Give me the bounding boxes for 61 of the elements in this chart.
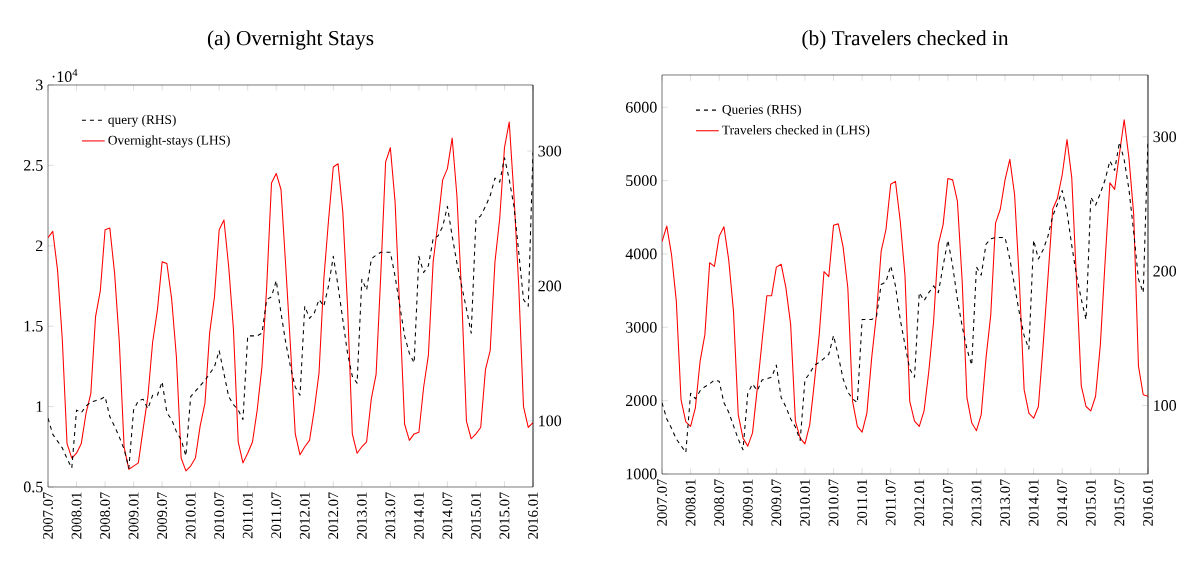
- x-tick-label: 2016.01: [1143, 479, 1153, 526]
- x-tick-label: 2014.07: [442, 492, 453, 539]
- x-tick-label: 2015.01: [470, 492, 481, 539]
- x-tick-label: 2011.07: [271, 492, 282, 539]
- legend-label: query (RHS): [108, 114, 176, 127]
- y-tick-label: 2: [36, 240, 43, 252]
- y2-tick-label: 200: [538, 280, 562, 292]
- x-tick-label: 2008.01: [71, 492, 82, 539]
- x-tick-label: 2013.07: [1000, 479, 1011, 526]
- y2-tick-label: 200: [1153, 265, 1177, 277]
- x-tick-label: 2009.01: [128, 492, 139, 539]
- x-tick-label: 2011.07: [885, 479, 896, 526]
- x-tick-label: 2007.07: [657, 479, 667, 526]
- text: ·10$^{4}$: [52, 69, 78, 83]
- x-tick-label: 2011.01: [242, 492, 253, 539]
- chart-title: (a) Overnight Stays: [207, 30, 374, 50]
- x-tick-label: 2015.07: [1114, 479, 1125, 526]
- x-tick-label: 2007.07: [43, 492, 53, 539]
- x-tick-label: 2014.07: [1057, 479, 1068, 526]
- x-tick-label: 2014.01: [413, 492, 424, 539]
- y-tick-label: 1: [36, 401, 43, 412]
- x-tick-label: 2010.07: [828, 479, 839, 526]
- x-tick-label: 2012.01: [299, 492, 310, 539]
- x-tick-label: 2009.07: [157, 492, 168, 539]
- x-tick-label: 2015.07: [499, 492, 510, 539]
- x-tick-label: 2012.07: [942, 479, 953, 526]
- x-tick-label: 2010.01: [185, 492, 196, 539]
- y-tick-label: 0.5: [23, 481, 43, 493]
- y2-tick-label: 100: [1154, 400, 1177, 411]
- x-tick-label: 2011.01: [857, 479, 868, 526]
- y-tick-label: 1000: [626, 468, 657, 480]
- y-tick-label: 2000: [626, 395, 657, 407]
- x-tick-label: 2008.07: [714, 479, 725, 526]
- x-tick-label: 2014.01: [1028, 479, 1039, 526]
- x-tick-label: 2012.07: [328, 492, 339, 539]
- y2-tick-label: 300: [538, 145, 562, 157]
- x-tick-label: 2015.01: [1085, 479, 1096, 526]
- x-tick-label: 2016.01: [528, 492, 538, 539]
- x-tick-label: 2008.01: [685, 479, 696, 526]
- x-tick-label: 2010.01: [799, 479, 810, 526]
- y2-tick-label: 100: [539, 415, 562, 427]
- x-tick-label: 2013.01: [356, 492, 367, 539]
- y-tick-label: 4000: [625, 248, 657, 260]
- legend-label: Queries (RHS): [722, 104, 801, 117]
- x-tick-label: 2010.07: [214, 492, 225, 539]
- y-tick-label: 6000: [625, 101, 657, 113]
- x-tick-label: 2009.07: [771, 479, 782, 526]
- legend-label: Overnight-stays (LHS): [108, 135, 230, 148]
- y-tick-label: 1.5: [24, 320, 43, 332]
- x-tick-label: 2013.07: [385, 492, 396, 539]
- y-tick-label: 5000: [626, 175, 657, 186]
- x-tick-label: 2013.01: [971, 479, 982, 526]
- x-tick-label: 2008.07: [100, 492, 111, 539]
- y-tick-label: 3000: [626, 321, 657, 333]
- chart-title: (b) Travelers checked in: [802, 30, 1009, 50]
- x-tick-label: 2009.01: [742, 479, 753, 526]
- legend-label: Travelers checked in (LHS): [722, 125, 870, 138]
- y2-tick-label: 300: [1153, 131, 1177, 143]
- y-tick-label: 2.5: [24, 159, 43, 171]
- y-tick-label: 3: [36, 79, 43, 91]
- x-tick-label: 2012.01: [914, 479, 925, 526]
